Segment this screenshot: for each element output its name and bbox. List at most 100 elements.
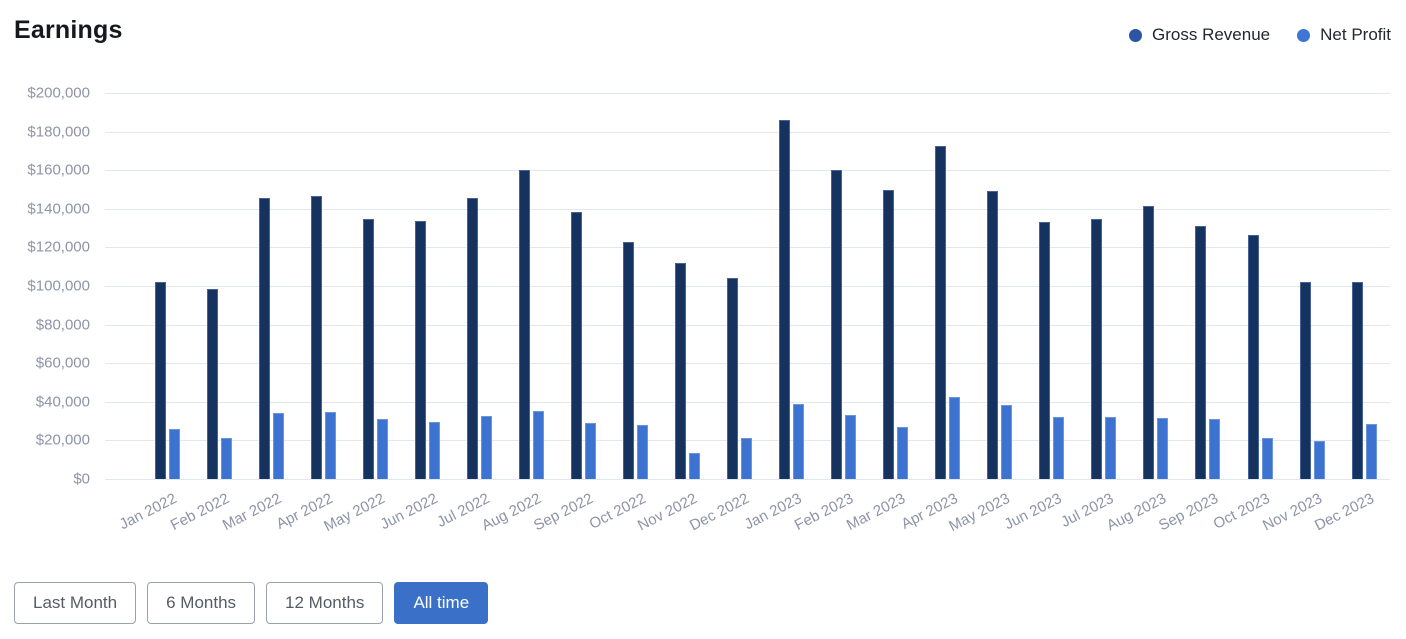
y-axis: $0 $20,000 $40,000 $60,000 $80,000 $100,000 $1… — [0, 85, 90, 488]
bar-gross-revenue[interactable] — [727, 278, 739, 479]
bar-net-profit[interactable] — [480, 416, 492, 479]
bar-net-profit[interactable] — [1001, 404, 1013, 479]
bar-group-may-2023 — [974, 93, 1026, 479]
x-axis-tick-label: Mar 2023 — [844, 490, 909, 534]
bar-group-feb-2023 — [818, 93, 870, 479]
bar-net-profit[interactable] — [272, 413, 284, 479]
bar-net-profit[interactable] — [1105, 417, 1117, 479]
x-axis-tick-label: Feb 2022 — [167, 490, 232, 534]
y-axis-tick-label: $0 — [73, 470, 90, 488]
bar-group-feb-2022 — [193, 93, 245, 479]
bar-net-profit[interactable] — [741, 438, 753, 479]
gridline — [105, 170, 1390, 172]
bar-gross-revenue[interactable] — [1091, 219, 1103, 479]
bar-group-aug-2022 — [505, 93, 557, 479]
bar-gross-revenue[interactable] — [1299, 282, 1311, 479]
time-range-filter: Last Month 6 Months 12 Months All time — [14, 582, 489, 624]
x-axis-tick-label: Dec 2022 — [687, 490, 753, 535]
gridline — [105, 401, 1390, 403]
bar-gross-revenue[interactable] — [987, 191, 999, 479]
filter-button-all-time[interactable]: All time — [394, 582, 489, 624]
gridline — [105, 363, 1390, 365]
bar-gross-revenue[interactable] — [414, 221, 426, 479]
bar-gross-revenue[interactable] — [1039, 222, 1051, 479]
bar-net-profit[interactable] — [584, 423, 596, 479]
bar-net-profit[interactable] — [949, 396, 961, 479]
bar-group-oct-2022 — [609, 93, 661, 479]
bar-net-profit[interactable] — [845, 415, 857, 479]
y-axis-tick-label: $20,000 — [35, 431, 90, 449]
bar-group-dec-2022 — [714, 93, 766, 479]
x-axis-tick-label: Dec 2023 — [1311, 490, 1377, 535]
bar-net-profit[interactable] — [324, 412, 336, 479]
gridline — [105, 479, 1390, 480]
bar-net-profit[interactable] — [793, 403, 805, 479]
bar-gross-revenue[interactable] — [622, 241, 634, 479]
bar-group-may-2022 — [349, 93, 401, 479]
bar-net-profit[interactable] — [688, 452, 700, 479]
bar-gross-revenue[interactable] — [154, 282, 166, 479]
y-axis-tick-label: $80,000 — [35, 316, 90, 334]
legend-dot-icon — [1297, 28, 1311, 42]
bar-net-profit[interactable] — [1209, 419, 1221, 479]
y-axis-tick-label: $40,000 — [35, 393, 90, 411]
bar-gross-revenue[interactable] — [1195, 226, 1207, 479]
x-axis-tick-label: Feb 2023 — [792, 490, 857, 534]
y-axis-tick-label: $120,000 — [27, 238, 90, 256]
bar-net-profit[interactable] — [1053, 417, 1065, 479]
bar-gross-revenue[interactable] — [1247, 234, 1259, 479]
bar-group-apr-2022 — [297, 93, 349, 479]
bar-net-profit[interactable] — [428, 422, 440, 479]
y-axis-tick-label: $140,000 — [27, 200, 90, 218]
filter-button-12-months[interactable]: 12 Months — [266, 582, 384, 624]
bar-group-mar-2023 — [870, 93, 922, 479]
bar-gross-revenue[interactable] — [362, 219, 374, 479]
chart-legend: Gross Revenue Net Profit — [1129, 25, 1391, 45]
bar-net-profit[interactable] — [168, 428, 180, 479]
gridline — [105, 131, 1390, 133]
bar-net-profit[interactable] — [1313, 441, 1325, 479]
filter-button-6-months[interactable]: 6 Months — [147, 582, 256, 624]
bar-group-nov-2023 — [1286, 93, 1338, 479]
bar-gross-revenue[interactable] — [570, 211, 582, 479]
bar-net-profit[interactable] — [636, 424, 648, 479]
bar-gross-revenue[interactable] — [935, 146, 947, 479]
bar-gross-revenue[interactable] — [518, 170, 530, 479]
bar-gross-revenue[interactable] — [1143, 205, 1155, 479]
bar-gross-revenue[interactable] — [310, 196, 322, 479]
y-axis-tick-label: $180,000 — [27, 123, 90, 141]
bar-net-profit[interactable] — [220, 438, 232, 479]
gridline — [105, 247, 1390, 249]
legend-dot-icon — [1129, 28, 1143, 42]
filter-button-last-month[interactable]: Last Month — [14, 582, 137, 624]
legend-item-gross-revenue[interactable]: Gross Revenue — [1129, 25, 1270, 45]
bar-group-jan-2022 — [141, 93, 193, 479]
bar-gross-revenue[interactable] — [206, 288, 218, 479]
bar-group-jul-2022 — [453, 93, 505, 479]
x-axis-tick-label: Mar 2022 — [219, 490, 284, 534]
gridline — [105, 324, 1390, 326]
bar-gross-revenue[interactable] — [883, 190, 895, 479]
bar-group-dec-2023 — [1338, 93, 1390, 479]
bar-net-profit[interactable] — [376, 419, 388, 479]
bars-row — [141, 93, 1390, 479]
bar-net-profit[interactable] — [1261, 438, 1273, 479]
bar-net-profit[interactable] — [897, 426, 909, 479]
x-axis-tick-label: Jan 2022 — [117, 490, 180, 534]
bar-net-profit[interactable] — [1157, 418, 1169, 479]
bar-gross-revenue[interactable] — [674, 262, 686, 479]
bar-gross-revenue[interactable] — [831, 170, 843, 479]
bar-gross-revenue[interactable] — [258, 198, 270, 479]
bar-group-oct-2023 — [1234, 93, 1286, 479]
gridline — [105, 208, 1390, 210]
x-axis-tick-label: Sep 2023 — [1155, 490, 1221, 535]
bar-net-profit[interactable] — [532, 410, 544, 479]
bar-gross-revenue[interactable] — [466, 198, 478, 479]
bar-group-nov-2022 — [661, 93, 713, 479]
bar-net-profit[interactable] — [1365, 424, 1377, 479]
legend-item-net-profit[interactable]: Net Profit — [1297, 25, 1391, 45]
x-axis-tick-label: Jun 2023 — [1001, 490, 1065, 534]
bar-gross-revenue[interactable] — [779, 120, 791, 479]
y-axis-tick-label: $60,000 — [35, 354, 90, 372]
bar-gross-revenue[interactable] — [1351, 282, 1363, 479]
